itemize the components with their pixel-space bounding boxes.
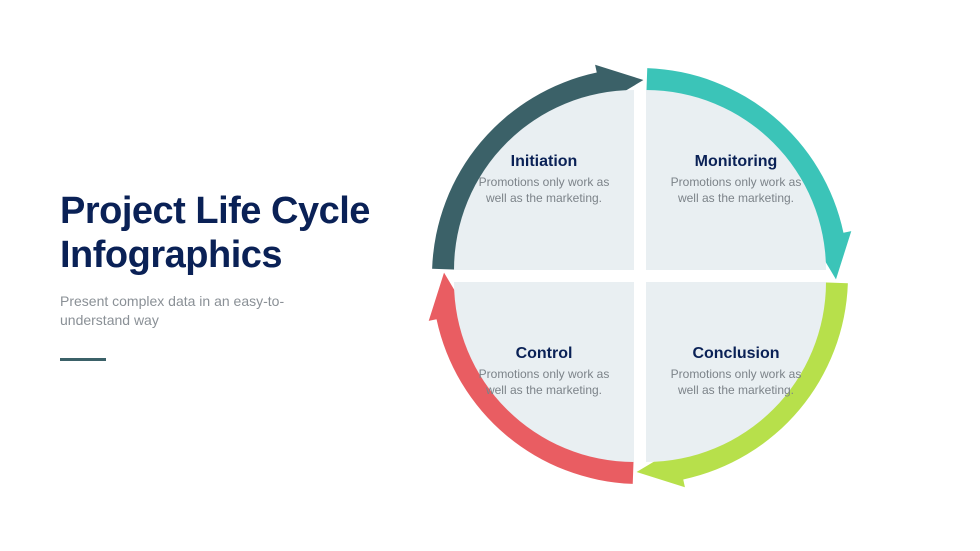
left-panel: Project Life Cycle Infographics Present …: [0, 190, 400, 360]
cycle-arrows-svg: [420, 56, 860, 496]
quadrant-desc: Promotions only work as well as the mark…: [666, 367, 806, 398]
quadrant-desc: Promotions only work as well as the mark…: [474, 175, 614, 206]
page-subtitle: Present complex data in an easy-to-under…: [60, 292, 320, 330]
quadrant-desc: Promotions only work as well as the mark…: [474, 367, 614, 398]
quadrant-title: Control: [516, 345, 573, 363]
quadrant-title: Initiation: [511, 153, 578, 171]
accent-bar: [60, 358, 106, 361]
cycle-diagram: Initiation Promotions only work as well …: [420, 56, 860, 496]
quadrant-title: Monitoring: [695, 153, 778, 171]
page-title: Project Life Cycle Infographics: [60, 190, 380, 277]
quadrant-title: Conclusion: [692, 345, 779, 363]
quadrant-desc: Promotions only work as well as the mark…: [666, 175, 806, 206]
